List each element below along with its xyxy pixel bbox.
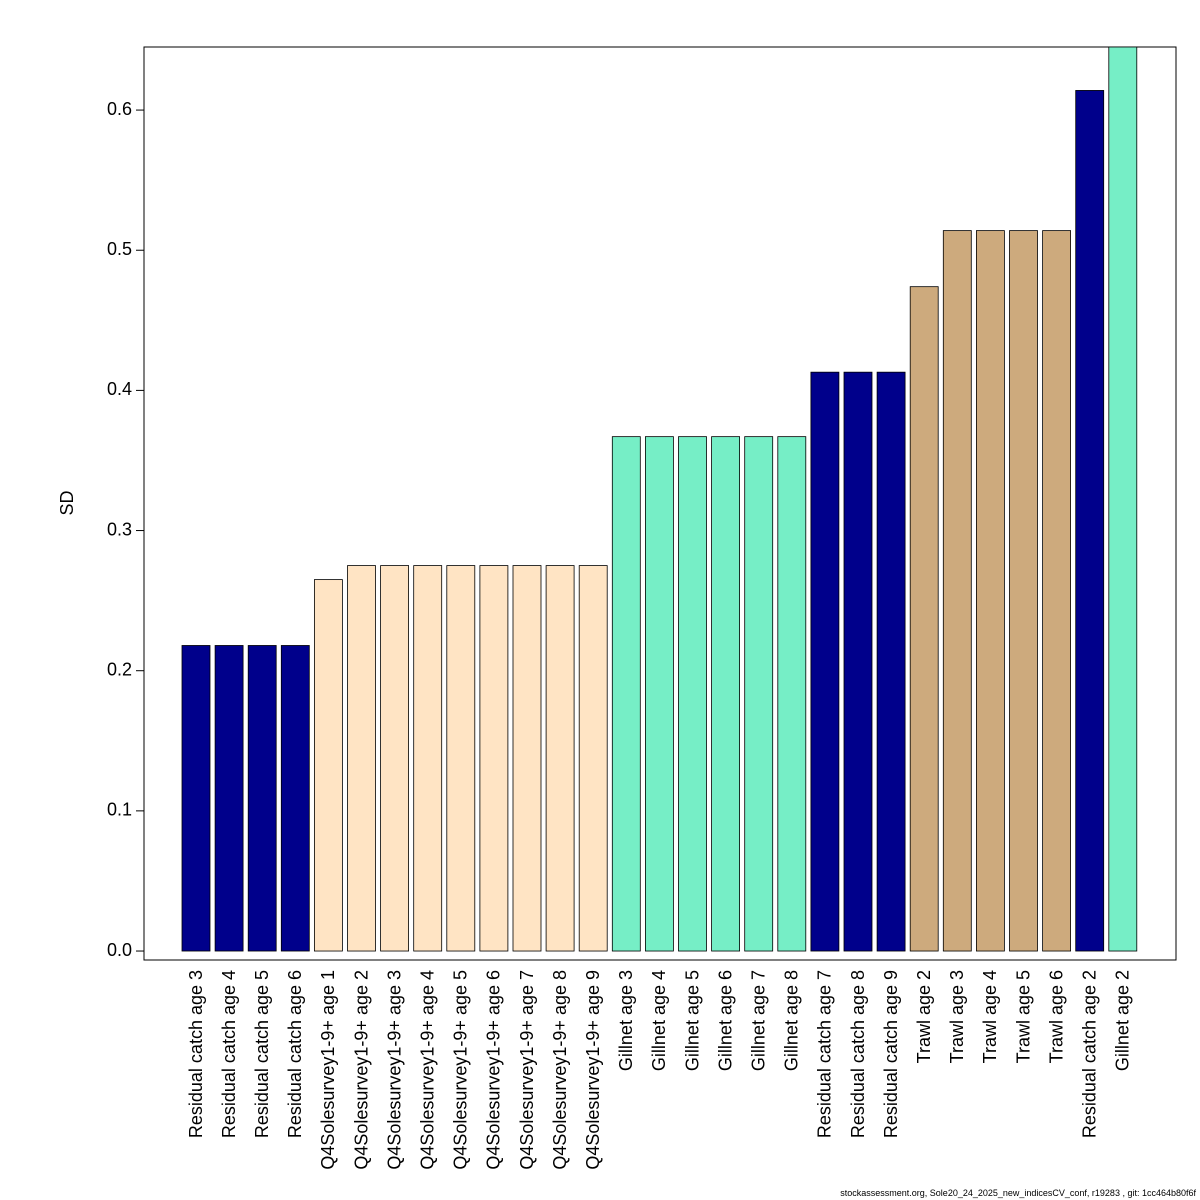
bar (1042, 230, 1071, 952)
x-tick-label: Gillnet age 3 (616, 970, 636, 1071)
bar (1108, 46, 1138, 952)
y-tick-label: 0.2 (107, 659, 132, 679)
x-tick-label: Q4Solesurvey1-9+ age 2 (351, 970, 371, 1170)
y-tick-label: 0.4 (107, 379, 132, 399)
x-tick-label: Q4Solesurvey1-9+ age 5 (451, 970, 471, 1170)
bar (876, 371, 906, 952)
y-tick-label: 0.5 (107, 239, 132, 259)
y-tick-label: 0.1 (107, 800, 132, 820)
bar (777, 436, 807, 952)
bar (909, 286, 939, 952)
bar (280, 645, 310, 952)
x-tick-label: Trawl age 4 (980, 970, 1000, 1063)
bar (1075, 90, 1105, 952)
y-tick-label: 0.6 (107, 99, 132, 119)
bar (843, 371, 873, 952)
bar (181, 645, 211, 952)
bar (512, 565, 542, 952)
x-tick-label: Gillnet age 7 (748, 970, 768, 1071)
bar (645, 436, 674, 952)
x-tick-label: Residual catch age 5 (252, 970, 272, 1138)
y-axis-label: SD (57, 490, 77, 515)
y-tick-label: 0.0 (107, 940, 132, 960)
bar (446, 565, 476, 952)
x-tick-label: Q4Solesurvey1-9+ age 7 (517, 970, 537, 1170)
bar (479, 565, 509, 952)
x-tick-label: Residual catch age 2 (1079, 970, 1099, 1138)
x-tick-label: Q4Solesurvey1-9+ age 4 (417, 970, 437, 1170)
bar (810, 371, 840, 952)
bar (313, 579, 343, 952)
footer: stockassessment.org, Sole20_24_2025_new_… (840, 1188, 1196, 1198)
x-tick-label: Residual catch age 4 (219, 970, 239, 1138)
x-tick-label: Residual catch age 8 (848, 970, 868, 1138)
x-tick-label: Residual catch age 7 (815, 970, 835, 1138)
bar (413, 565, 443, 952)
x-tick-label: Trawl age 2 (914, 970, 934, 1063)
x-tick-label: Trawl age 3 (947, 970, 967, 1063)
x-tick-label: Residual catch age 6 (285, 970, 305, 1138)
x-tick-label: Gillnet age 4 (649, 970, 669, 1071)
x-tick-label: Q4Solesurvey1-9+ age 1 (318, 970, 338, 1170)
x-tick-label: Q4Solesurvey1-9+ age 8 (550, 970, 570, 1170)
x-tick-label: Gillnet age 5 (682, 970, 702, 1071)
x-tick-label: Gillnet age 8 (782, 970, 802, 1071)
bar (744, 436, 774, 952)
bar (611, 436, 641, 952)
x-tick-label: Q4Solesurvey1-9+ age 6 (484, 970, 504, 1170)
bar (711, 436, 740, 952)
plot-box (143, 46, 1177, 961)
bar (678, 436, 707, 952)
x-tick-label: Q4Solesurvey1-9+ age 3 (384, 970, 404, 1170)
bar (214, 645, 244, 952)
bar (976, 230, 1005, 952)
bar (347, 565, 376, 952)
x-tick-label: Q4Solesurvey1-9+ age 9 (583, 970, 603, 1170)
y-tick-label: 0.3 (107, 519, 132, 539)
x-tick-label: Residual catch age 9 (881, 970, 901, 1138)
x-tick-label: Trawl age 6 (1046, 970, 1066, 1063)
x-tick-label: Gillnet age 6 (715, 970, 735, 1071)
x-tick-label: Residual catch age 3 (186, 970, 206, 1138)
bar (545, 565, 575, 952)
bar (247, 645, 277, 952)
bar (578, 565, 608, 952)
bar (942, 230, 972, 952)
x-tick-label: Trawl age 5 (1013, 970, 1033, 1063)
x-tick-label: Gillnet age 2 (1113, 970, 1133, 1071)
bar (1009, 230, 1038, 952)
bar (380, 565, 410, 952)
